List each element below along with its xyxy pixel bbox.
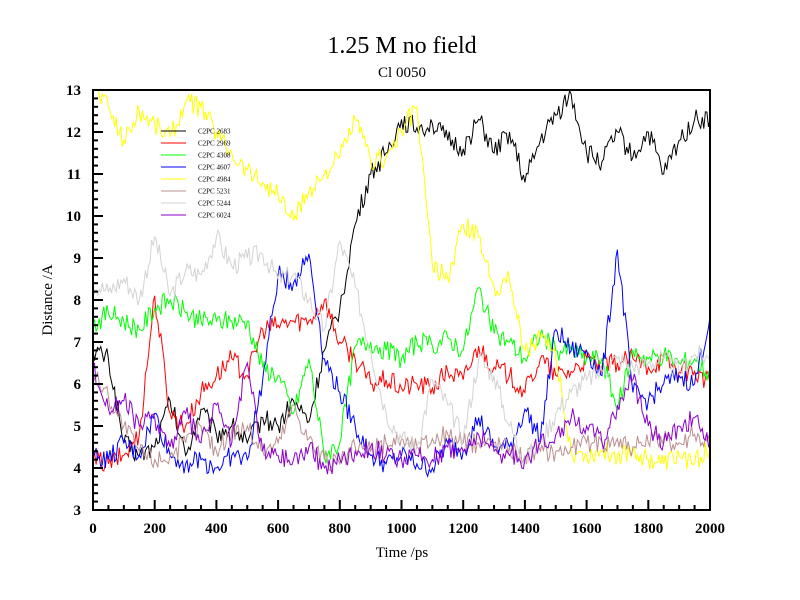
legend-item: C2PC 4308 xyxy=(161,152,231,160)
x-tick-label: 1800 xyxy=(633,521,663,537)
legend-item: C2PC 4607 xyxy=(161,164,231,172)
series-line-c2pc-6024 xyxy=(93,361,710,475)
y-tick-label: 9 xyxy=(74,251,82,267)
series-line-c2pc-4607 xyxy=(93,249,710,478)
x-tick-label: 200 xyxy=(143,521,166,537)
legend-label: C2PC 4308 xyxy=(198,152,231,160)
y-tick-label: 6 xyxy=(74,377,82,393)
y-tick-label: 11 xyxy=(67,167,81,183)
series-line-c2pc-4308 xyxy=(93,286,710,464)
legend-item: C2PC 2969 xyxy=(161,140,231,148)
legend-label: C2PC 2683 xyxy=(198,128,231,136)
legend-label: C2PC 6024 xyxy=(198,212,231,220)
y-tick-label: 3 xyxy=(74,503,82,519)
x-tick-label: 1400 xyxy=(510,521,540,537)
x-tick-label: 600 xyxy=(267,521,290,537)
x-axis-label: Time /ps xyxy=(376,545,429,561)
y-tick-label: 10 xyxy=(66,209,81,225)
y-tick-label: 13 xyxy=(66,83,81,99)
legend-label: C2PC 4984 xyxy=(198,176,231,184)
legend-item: C2PC 4984 xyxy=(161,176,231,184)
y-axis-label: Distance /A xyxy=(40,264,56,335)
x-tick-label: 800 xyxy=(329,521,352,537)
series-line-c2pc-2969 xyxy=(93,295,710,472)
x-tick-label: 400 xyxy=(205,521,228,537)
y-axis: 3 4 5 6 7 8 9 10 11 12 13 xyxy=(66,83,103,519)
legend-item: C2PC 5244 xyxy=(161,200,231,208)
x-tick-label: 1600 xyxy=(572,521,602,537)
y-tick-label: 4 xyxy=(74,461,82,477)
legend-label: C2PC 2969 xyxy=(198,140,231,148)
x-axis: 0 200 400 600 800 1000 1200 1400 1600 1800 2000 xyxy=(89,500,725,537)
legend-item: C2PC 2683 xyxy=(161,128,231,136)
y-tick-label: 7 xyxy=(74,335,82,351)
series-line-c2pc-2683 xyxy=(93,90,710,463)
series-line-c2pc-5244 xyxy=(93,228,710,466)
legend-item: C2PC 6024 xyxy=(161,212,231,220)
chart-subtitle: Cl 0050 xyxy=(378,65,426,81)
x-tick-label: 1000 xyxy=(387,521,417,537)
y-tick-label: 5 xyxy=(74,419,82,435)
legend-label: C2PC 5231 xyxy=(198,188,231,196)
y-tick-label: 8 xyxy=(74,293,82,309)
legend-item: C2PC 5231 xyxy=(161,188,231,196)
plot-frame xyxy=(92,89,711,511)
x-tick-label: 2000 xyxy=(695,521,725,537)
y-tick-label: 12 xyxy=(66,125,81,141)
legend: C2PC 2683 C2PC 2969 C2PC 4308 C2PC 4607 C2PC… xyxy=(161,128,231,220)
legend-label: C2PC 5244 xyxy=(198,200,231,208)
x-tick-label: 1200 xyxy=(448,521,478,537)
x-tick-label: 0 xyxy=(89,521,97,537)
plot-area xyxy=(93,90,710,478)
chart-title: 1.25 M no field xyxy=(327,33,476,59)
legend-label: C2PC 4607 xyxy=(198,164,231,172)
